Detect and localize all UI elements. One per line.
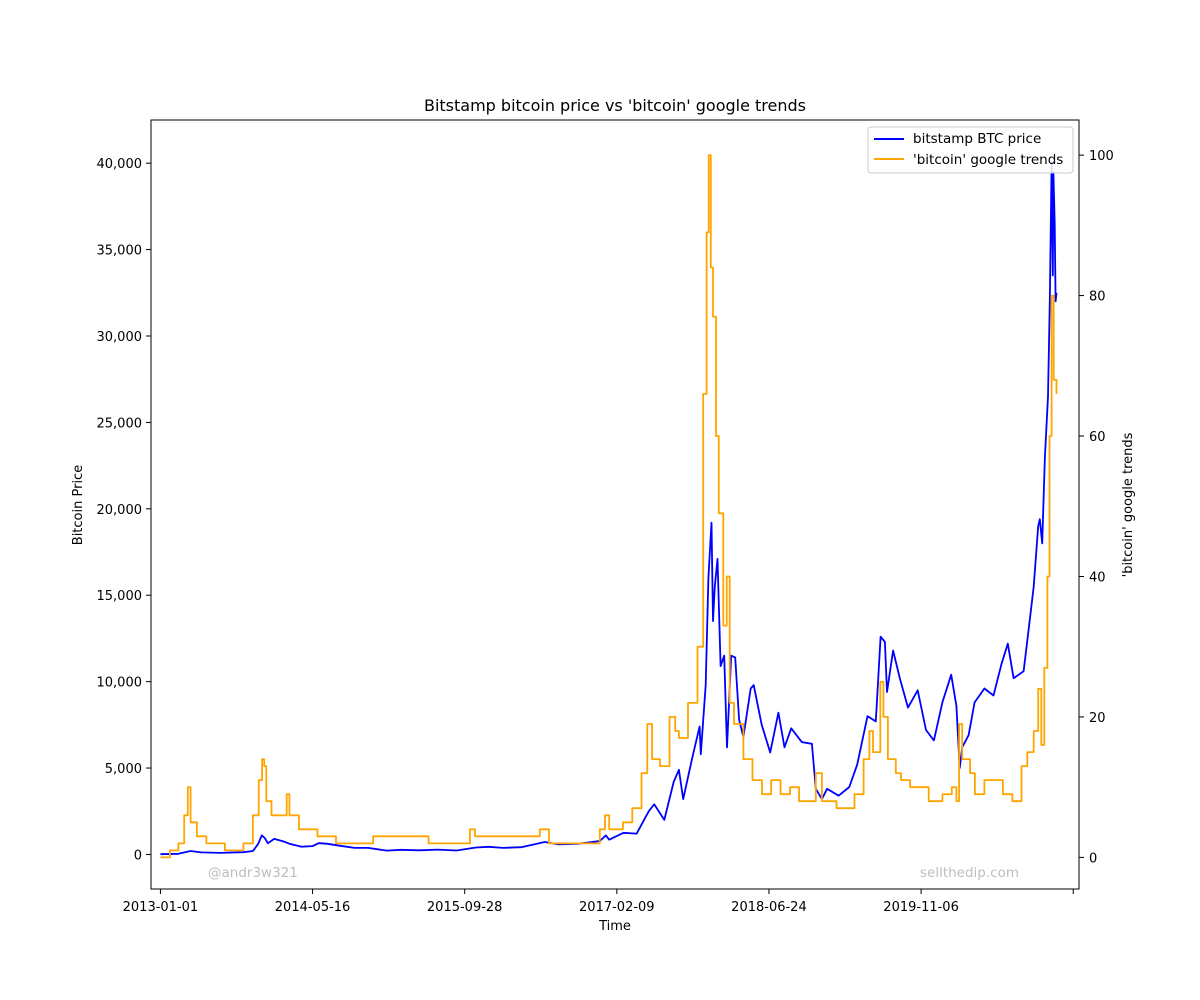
x-tick-label: 2015-09-28 <box>427 900 503 915</box>
y2-tick-label: 0 <box>1089 851 1097 866</box>
watermark-site: sellthedip.com <box>920 865 1019 881</box>
legend: bitstamp BTC price 'bitcoin' google tren… <box>867 126 1074 174</box>
y2-tick-label: 80 <box>1089 290 1106 305</box>
x-tick-label: 2013-01-01 <box>123 900 199 915</box>
y-tick-label: 30,000 <box>97 330 143 345</box>
y-tick-label: 35,000 <box>97 244 143 259</box>
y-tick-label: 10,000 <box>97 676 143 691</box>
series-line-google-trends <box>160 154 1058 859</box>
x-tick-label: 2014-05-16 <box>275 900 351 915</box>
chart-title: Bitstamp bitcoin price vs 'bitcoin' goog… <box>424 96 806 115</box>
y-tick-label: 20,000 <box>97 503 143 518</box>
series-layer <box>160 154 1058 859</box>
x-tick-label: 2019-11-06 <box>883 900 959 915</box>
watermark-author: @andr3w321 <box>208 865 298 881</box>
y-tick-label: 25,000 <box>97 416 143 431</box>
x-axis-label: Time <box>598 919 631 934</box>
plot-frame <box>150 119 1080 890</box>
y-tick-label: 15,000 <box>97 589 143 604</box>
legend-label-price: bitstamp BTC price <box>913 131 1041 147</box>
legend-label-trends: 'bitcoin' google trends <box>913 152 1063 168</box>
y-tick-label: 0 <box>134 848 142 863</box>
series-line-btc-price <box>160 162 1058 856</box>
y2-tick-label: 100 <box>1089 149 1114 164</box>
x-tick-label: 2018-06-24 <box>731 900 807 915</box>
legend-box <box>867 126 1074 174</box>
y-axis-right: 0 20 40 60 80 100 <box>1079 149 1114 866</box>
y2-axis-label: 'bitcoin' google trends <box>1121 432 1136 577</box>
y-tick-label: 40,000 <box>97 157 143 172</box>
y2-tick-label: 40 <box>1089 570 1106 585</box>
y-axis-left: 0 5,000 10,000 15,000 20,000 25,000 30,000 35,0… <box>97 157 151 863</box>
y-tick-label: 5,000 <box>105 762 142 777</box>
y-axis-label: Bitcoin Price <box>71 465 86 545</box>
x-axis: 2013-01-01 2014-05-16 2015-09-28 2017-02-09… <box>123 889 1074 915</box>
x-tick-label: 2017-02-09 <box>579 900 655 915</box>
y2-tick-label: 60 <box>1089 430 1106 445</box>
y2-tick-label: 20 <box>1089 711 1106 726</box>
